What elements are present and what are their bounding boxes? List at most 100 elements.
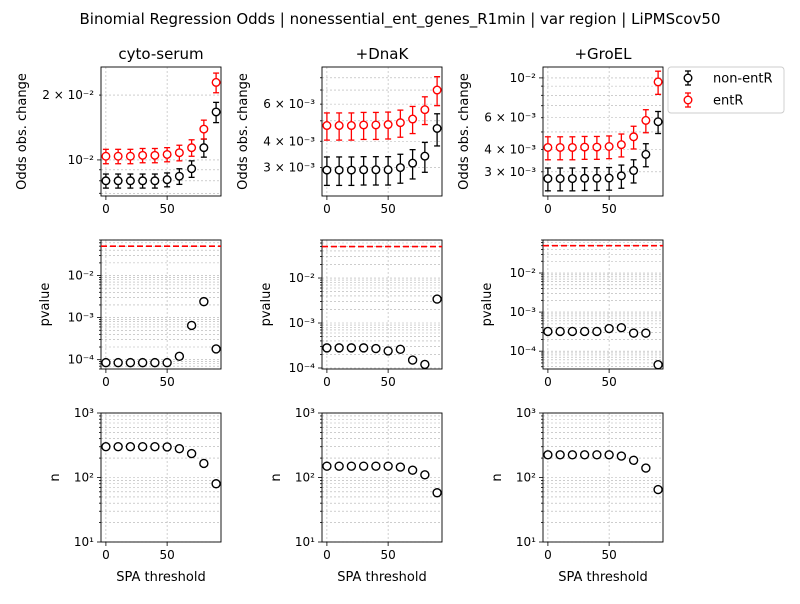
data-point: [604, 323, 614, 334]
legend-label-non-entR: non-entR: [713, 72, 773, 87]
plot-frame: [100, 239, 222, 370]
data-point: [579, 450, 590, 460]
data-point-non-entR: [138, 176, 148, 186]
data-point-non-entR: [359, 165, 369, 175]
xtick-label: 50: [380, 548, 395, 562]
data-point: [346, 343, 357, 353]
data-point-entR: [162, 149, 172, 159]
data-point-non-entR: [604, 173, 614, 183]
data-point: [383, 346, 393, 356]
data-point-entR: [653, 77, 663, 87]
data-point: [150, 442, 160, 452]
y-axis-label: Odds obs. change: [457, 73, 472, 190]
data-point: [101, 442, 111, 452]
ytick-label: 10⁻³: [68, 311, 95, 325]
legend-marker-entR: [683, 95, 693, 105]
ytick-label: 10⁻²: [68, 153, 95, 167]
panel-n-1: 10³ 10² 10¹ 0 50 n SPA threshold: [269, 406, 443, 585]
data-point: [137, 357, 148, 368]
ytick-label: 10²: [295, 471, 315, 485]
plot-frame: [100, 66, 222, 197]
data-point: [125, 442, 136, 452]
ytick-label: 3 × 10⁻³: [484, 165, 536, 179]
xtick-label: 50: [601, 375, 616, 389]
data-point-entR: [641, 115, 651, 125]
xtick-label: 0: [544, 202, 552, 216]
y-axis-label: pvalue: [38, 283, 53, 327]
ytick-label: 10⁻⁴: [68, 353, 95, 367]
xtick-label: 50: [380, 375, 395, 389]
data-point-non-entR: [187, 164, 197, 174]
y-axis-label: pvalue: [259, 283, 274, 327]
y-axis-label: Odds obs. change: [15, 73, 30, 190]
panel-pvalue-0: 10⁻² 10⁻³ 10⁻⁴ 0 50 pvalue: [38, 239, 222, 389]
data-point-non-entR: [125, 176, 135, 186]
y-axis-label: Odds obs. change: [236, 73, 251, 190]
data-point-non-entR: [174, 171, 184, 181]
plot-frame: [321, 66, 443, 197]
data-point-non-entR: [567, 174, 577, 184]
xtick-label: 0: [323, 548, 331, 562]
data-point-non-entR: [653, 117, 663, 127]
data-point-entR: [580, 142, 590, 152]
ytick-label: 10¹: [295, 535, 315, 549]
data-point: [567, 450, 578, 460]
data-point: [322, 461, 332, 471]
data-point-non-entR: [408, 158, 418, 168]
panel-odds-0: 2 × 10⁻² 10⁻² 0 50 cyto-serum Odds obs. chang…: [15, 45, 222, 216]
data-point-non-entR: [629, 166, 639, 176]
data-point: [543, 326, 553, 337]
data-point-non-entR: [432, 123, 442, 133]
data-point: [199, 296, 209, 307]
data-point-entR: [616, 140, 626, 150]
data-point: [371, 461, 381, 471]
data-point-non-entR: [420, 151, 430, 161]
data-point-entR: [555, 142, 565, 152]
data-point: [543, 450, 553, 460]
xtick-label: 0: [323, 202, 331, 216]
plot-frame: [321, 239, 443, 370]
xtick-label: 50: [601, 202, 616, 216]
data-point-entR: [395, 118, 405, 128]
data-point-non-entR: [162, 175, 172, 185]
data-point-entR: [359, 120, 369, 130]
data-point-non-entR: [371, 165, 381, 175]
data-point: [162, 442, 172, 452]
xtick-label: 50: [159, 548, 174, 562]
panel-title: +GroEL: [574, 45, 632, 63]
data-point: [420, 359, 430, 370]
data-point: [174, 351, 185, 362]
ytick-label: 10³: [74, 406, 94, 420]
ytick-label: 10⁻³: [289, 316, 316, 330]
xtick-label: 0: [323, 375, 331, 389]
ytick-label: 6 × 10⁻³: [263, 97, 315, 111]
data-point: [346, 461, 357, 471]
xtick-label: 50: [380, 202, 395, 216]
data-point: [616, 451, 627, 461]
x-axis-label: SPA threshold: [558, 570, 648, 585]
legend-marker-non-entR: [683, 73, 693, 83]
ytick-label: 10⁻³: [510, 305, 537, 319]
data-point: [395, 344, 406, 355]
ytick-label: 10²: [74, 471, 94, 485]
data-point: [420, 470, 430, 480]
plot-frame: [321, 412, 443, 543]
data-point-non-entR: [113, 176, 123, 186]
data-point-entR: [567, 142, 577, 152]
data-point: [432, 488, 442, 498]
data-point-non-entR: [211, 107, 221, 117]
data-point: [407, 355, 418, 365]
data-point-entR: [420, 105, 430, 115]
xtick-label: 50: [159, 375, 174, 389]
data-point: [592, 450, 602, 460]
panel-n-2: 10³ 10² 10¹ 0 50 n SPA threshold: [490, 406, 664, 585]
data-point-entR: [371, 120, 381, 130]
data-point: [579, 326, 590, 337]
ytick-label: 10²: [516, 471, 536, 485]
data-point: [186, 320, 197, 331]
data-point-entR: [322, 121, 332, 131]
data-point-entR: [174, 148, 184, 158]
ytick-label: 10¹: [516, 535, 536, 549]
